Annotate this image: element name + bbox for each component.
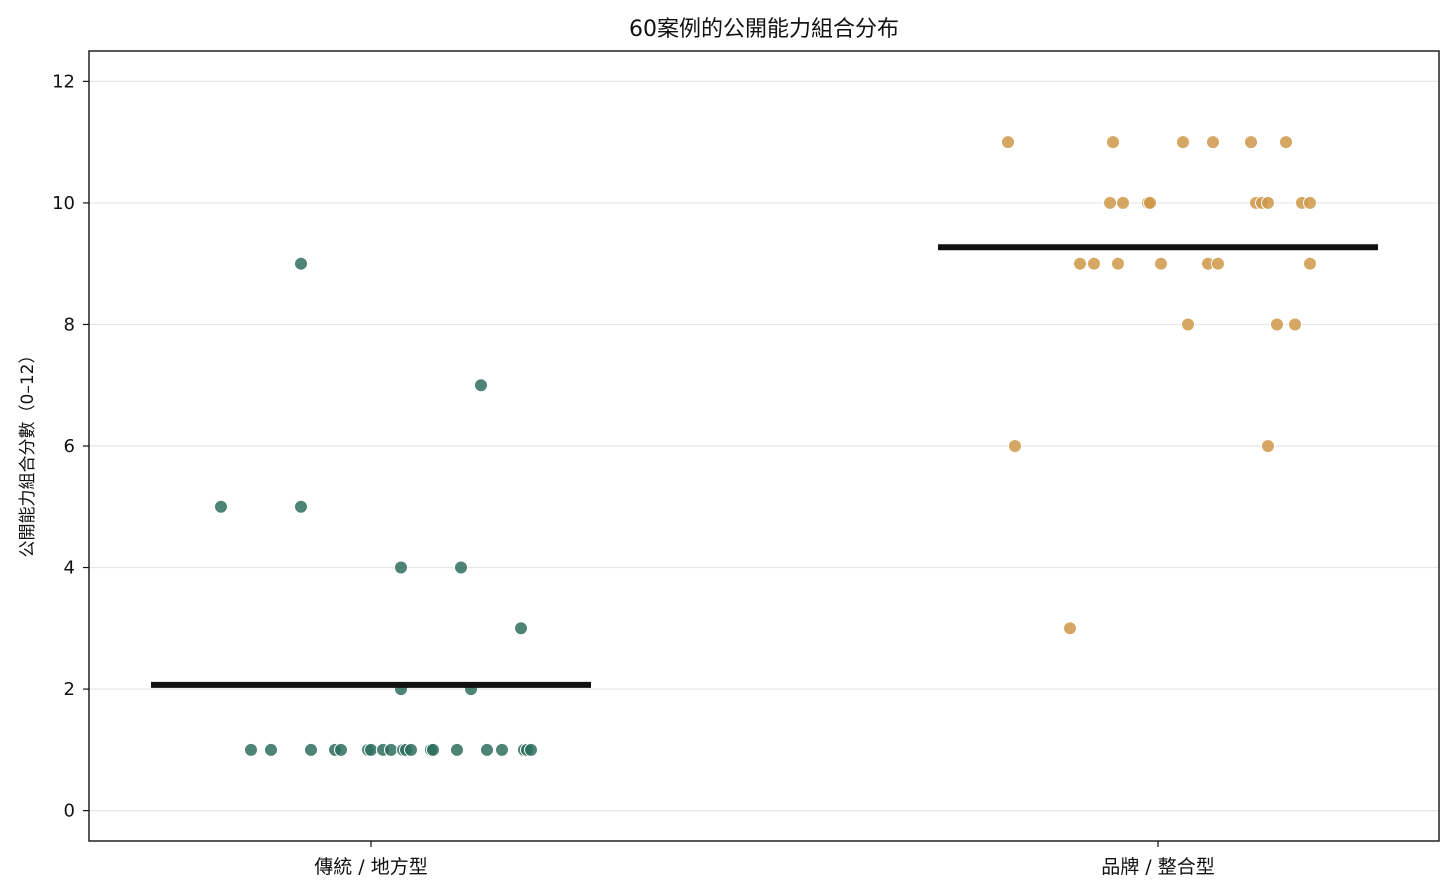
x-tick-label: 傳統 / 地方型 bbox=[314, 856, 427, 878]
data-point bbox=[1244, 135, 1258, 150]
y-axis-label: 公開能力組合分數（0–12） bbox=[18, 347, 38, 558]
grid-lines bbox=[89, 80, 1439, 812]
data-point bbox=[1181, 317, 1195, 332]
data-point bbox=[1176, 135, 1190, 150]
data-point bbox=[474, 378, 488, 393]
mean-lines bbox=[151, 244, 1378, 688]
y-tick-label: 12 bbox=[52, 71, 75, 92]
data-point bbox=[1143, 195, 1157, 210]
data-point bbox=[214, 499, 228, 514]
data-point bbox=[1087, 256, 1101, 271]
data-point bbox=[524, 742, 538, 757]
chart-title: 60案例的公開能力組合分布 bbox=[629, 17, 899, 42]
data-point bbox=[1261, 195, 1275, 210]
data-point bbox=[495, 742, 509, 757]
x-tick-label: 品牌 / 整合型 bbox=[1101, 856, 1214, 878]
data-point bbox=[1303, 195, 1317, 210]
y-tick-label: 4 bbox=[64, 558, 75, 579]
data-point bbox=[1279, 135, 1293, 150]
data-point bbox=[1103, 195, 1117, 210]
data-point bbox=[384, 742, 398, 757]
x-axis: 傳統 / 地方型 品牌 / 整合型 bbox=[314, 841, 1215, 878]
data-point bbox=[404, 742, 418, 757]
data-point bbox=[334, 742, 348, 757]
y-axis: 0 2 4 6 8 10 12 bbox=[52, 71, 89, 822]
data-point bbox=[394, 560, 408, 575]
data-point bbox=[1154, 256, 1168, 271]
data-point bbox=[450, 742, 464, 757]
data-point bbox=[264, 742, 278, 757]
data-point bbox=[1073, 256, 1087, 271]
data-point bbox=[1063, 621, 1077, 636]
data-point bbox=[1106, 135, 1120, 150]
data-point bbox=[244, 742, 258, 757]
y-tick-label: 6 bbox=[64, 436, 75, 457]
data-point bbox=[480, 742, 494, 757]
y-tick-label: 8 bbox=[64, 314, 75, 335]
data-point bbox=[1008, 439, 1022, 453]
data-point bbox=[1206, 135, 1220, 150]
data-point bbox=[454, 560, 468, 575]
data-point bbox=[426, 742, 440, 757]
data-point bbox=[1288, 317, 1302, 332]
y-tick-label: 2 bbox=[64, 679, 75, 700]
data-point bbox=[514, 621, 528, 636]
data-point bbox=[294, 499, 308, 514]
data-point bbox=[1001, 135, 1015, 150]
y-tick-label: 10 bbox=[52, 193, 75, 214]
data-point bbox=[1116, 195, 1130, 210]
data-point bbox=[1270, 317, 1284, 332]
data-point bbox=[294, 256, 308, 271]
data-point bbox=[1303, 256, 1317, 271]
y-tick-label: 0 bbox=[64, 801, 75, 822]
data-point bbox=[1111, 256, 1125, 271]
data-point bbox=[1261, 439, 1275, 453]
data-point bbox=[1211, 256, 1225, 271]
data-point bbox=[304, 742, 318, 757]
data-point bbox=[364, 742, 378, 757]
